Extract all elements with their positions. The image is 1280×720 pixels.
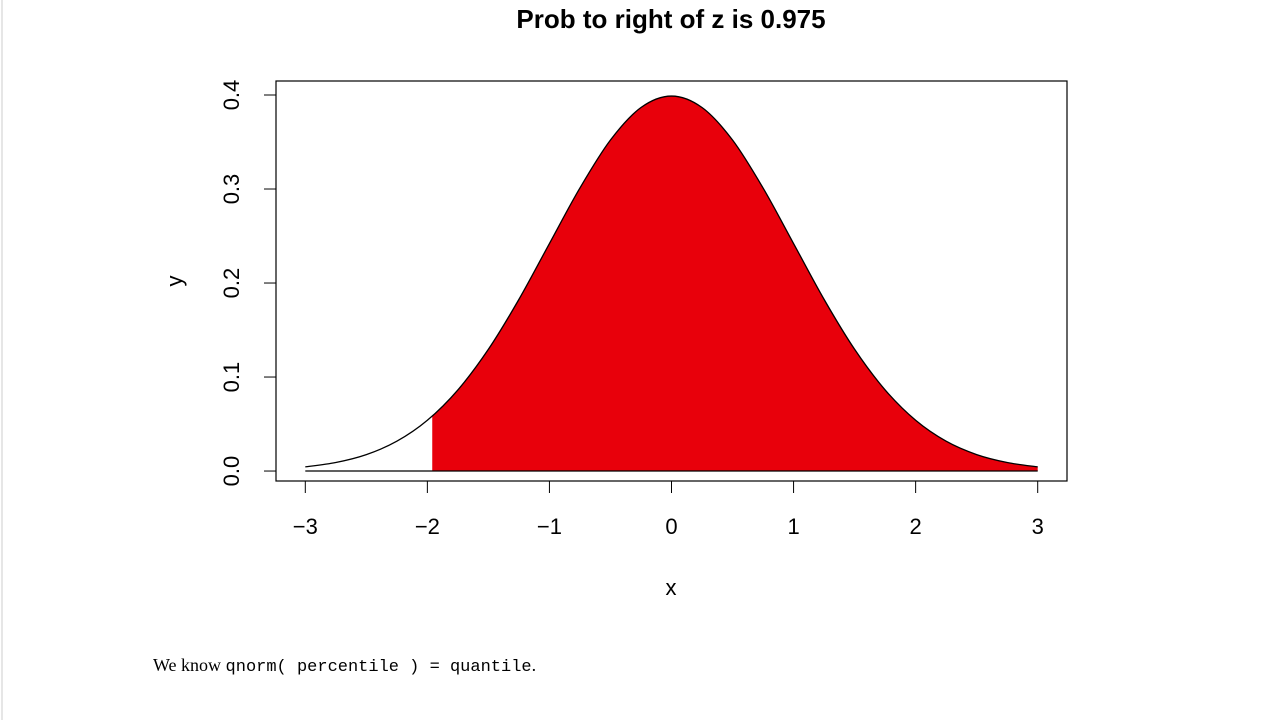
caption-text: . — [531, 655, 537, 675]
x-tick-label: 1 — [787, 514, 799, 539]
x-tick-label: 0 — [665, 514, 677, 539]
x-axis-title: x — [666, 575, 677, 600]
shaded-area — [432, 96, 1038, 472]
x-tick-label: 2 — [910, 514, 922, 539]
caption-code: qnorm( percentile ) = quantile — [225, 658, 532, 677]
x-tick-label: −3 — [293, 514, 318, 539]
caption-text: We know — [153, 655, 226, 675]
y-tick-label: 0.1 — [219, 362, 244, 393]
x-tick-label: −1 — [537, 514, 562, 539]
caption: We know qnorm( percentile ) = quantile. — [153, 655, 536, 677]
x-tick-label: 3 — [1032, 514, 1044, 539]
x-tick-label: −2 — [415, 514, 440, 539]
y-tick-label: 0.3 — [219, 174, 244, 205]
y-axis-title: y — [162, 276, 187, 287]
y-tick-label: 0.2 — [219, 268, 244, 299]
y-tick-label: 0.0 — [219, 456, 244, 487]
y-tick-label: 0.4 — [219, 80, 244, 111]
density-curve — [305, 95, 1038, 468]
chart-title: Prob to right of z is 0.975 — [516, 4, 825, 34]
